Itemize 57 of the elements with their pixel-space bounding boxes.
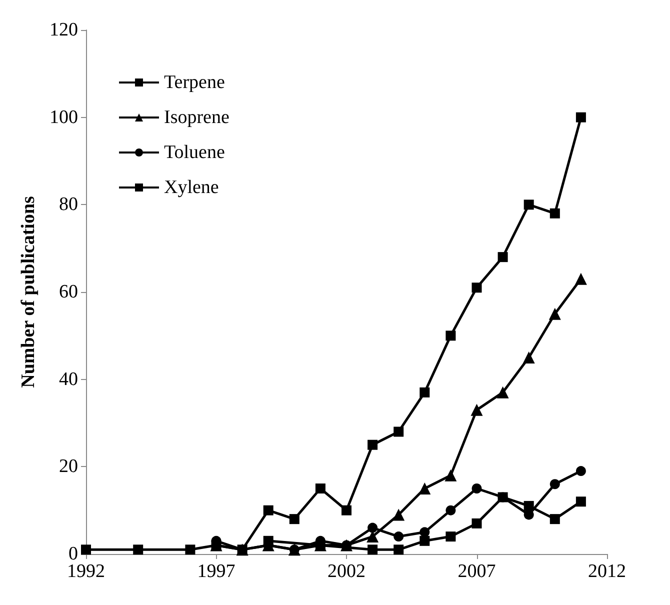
point — [496, 386, 509, 398]
point — [446, 330, 456, 341]
point — [394, 532, 404, 542]
point — [263, 536, 274, 546]
legend-label: Terpene — [164, 72, 225, 93]
y-axis-title: Number of publications — [18, 196, 39, 388]
legend-label: Isoprene — [164, 107, 230, 128]
point — [574, 272, 587, 285]
point — [394, 426, 404, 437]
point — [133, 544, 144, 555]
point — [498, 252, 508, 262]
point — [550, 514, 560, 524]
point — [420, 536, 430, 546]
point — [444, 469, 457, 482]
point — [550, 479, 560, 490]
point — [185, 544, 196, 555]
legend-label: Xylene — [164, 177, 219, 198]
point — [576, 466, 586, 476]
point — [263, 505, 274, 516]
point — [470, 404, 483, 416]
point — [446, 532, 456, 542]
point — [472, 518, 482, 528]
x-tick-label: 1997 — [197, 561, 236, 582]
point — [289, 514, 300, 524]
point — [550, 208, 560, 218]
point — [418, 482, 431, 494]
y-tick-label: 40 — [59, 368, 78, 390]
x-tick-label: 2002 — [328, 561, 366, 582]
y-tick-label: 20 — [59, 456, 78, 478]
point — [446, 505, 456, 516]
point — [576, 496, 586, 507]
point — [472, 484, 482, 494]
point — [522, 352, 535, 364]
point — [420, 387, 430, 398]
point — [524, 510, 534, 520]
point — [392, 508, 405, 521]
legend-label: Toluene — [164, 142, 225, 163]
point — [368, 522, 378, 533]
point — [524, 500, 534, 511]
point — [394, 544, 404, 555]
point — [576, 112, 586, 122]
point — [524, 200, 534, 210]
point — [81, 544, 91, 555]
y-tick-label: 80 — [59, 194, 78, 216]
point — [472, 282, 482, 293]
x-tick-label: 2007 — [458, 561, 496, 582]
y-tick-label: 120 — [50, 20, 78, 40]
x-tick-label: 2012 — [588, 561, 626, 582]
point — [315, 484, 326, 494]
point — [420, 527, 430, 538]
point — [548, 308, 561, 320]
y-tick-label: 60 — [59, 282, 78, 302]
y-tick-label: 100 — [50, 106, 78, 128]
point — [498, 492, 508, 502]
point — [368, 440, 378, 450]
point — [368, 544, 378, 555]
point — [342, 505, 352, 516]
